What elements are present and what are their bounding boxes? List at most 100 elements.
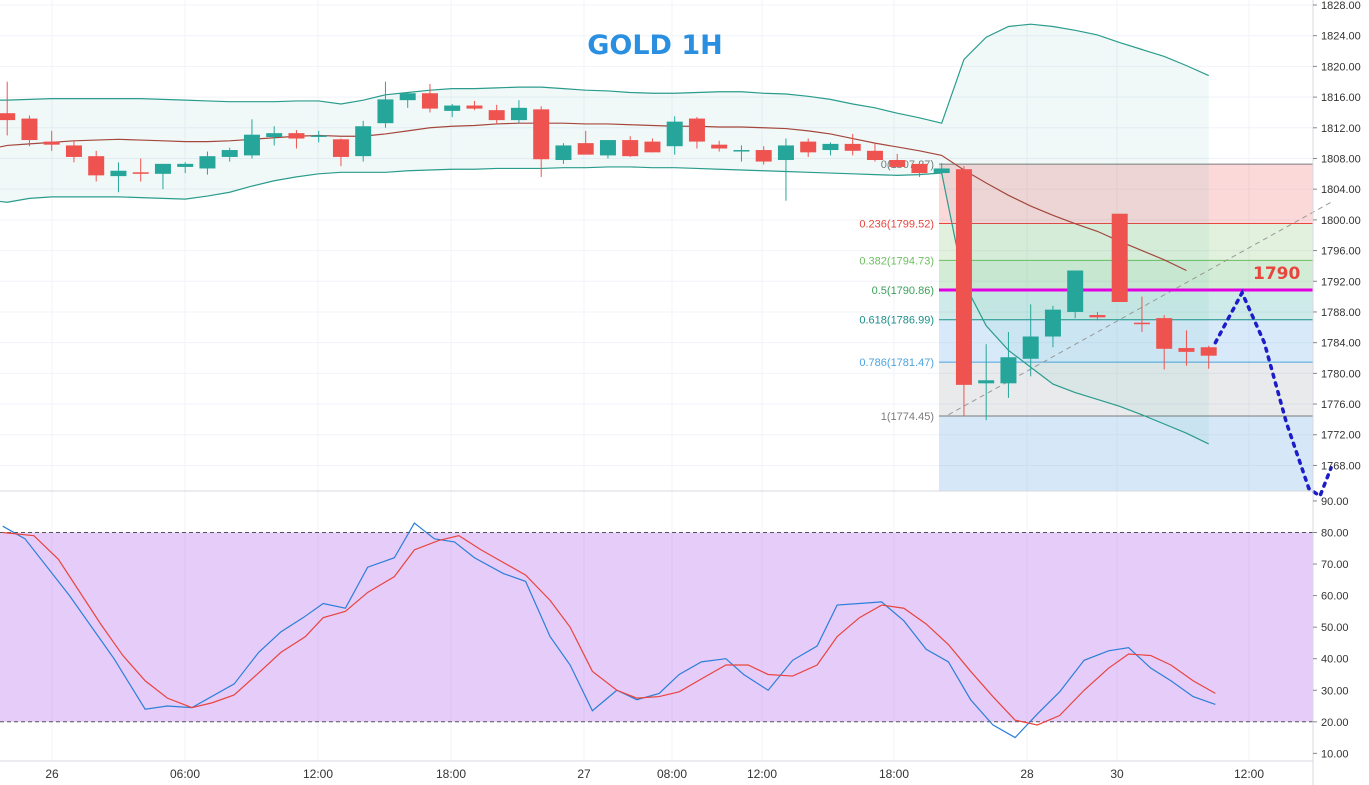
- candle-body: [622, 140, 639, 157]
- fib-level-label: 0.5(1790.86): [872, 285, 934, 297]
- candle-body: [243, 134, 260, 156]
- oscillator-tick-label: 20.00: [1321, 717, 1349, 729]
- candle-body: [555, 145, 572, 161]
- time-tick-label: 06:00: [170, 767, 200, 781]
- bollinger-fill: [0, 24, 1209, 444]
- candle-body: [688, 118, 705, 142]
- projection-path: [1213, 288, 1333, 499]
- candle-body: [177, 163, 194, 167]
- candle-body: [310, 135, 327, 137]
- candle-body: [444, 105, 461, 111]
- time-tick-label: 26: [45, 767, 59, 781]
- candle-body: [889, 160, 906, 167]
- candle-body: [1089, 315, 1106, 318]
- candle-body: [221, 150, 238, 157]
- oscillator-tick-label: 60.00: [1321, 591, 1349, 603]
- candle-body: [466, 105, 483, 109]
- candle-body: [266, 133, 283, 137]
- candle-body: [0, 113, 16, 121]
- candle-body: [199, 156, 216, 169]
- candle-body: [154, 163, 171, 174]
- time-tick-label: 12:00: [303, 767, 333, 781]
- price-tick-label: 1784.00: [1321, 338, 1361, 350]
- time-tick-label: 12:00: [1234, 767, 1264, 781]
- fib-level-label: 1(1774.45): [881, 411, 934, 423]
- price-tick-label: 1828.00: [1321, 0, 1361, 12]
- price-tick-label: 1812.00: [1321, 123, 1361, 135]
- oscillator-line: [2, 522, 1216, 739]
- oscillator-tick-label: 10.00: [1321, 748, 1349, 760]
- oscillator-tick-label: 50.00: [1321, 622, 1349, 634]
- candle-body: [955, 169, 972, 385]
- bollinger-lower: [0, 166, 1209, 445]
- time-tick-label: 18:00: [436, 767, 466, 781]
- candle-body: [377, 99, 394, 124]
- price-tick-label: 1824.00: [1321, 31, 1361, 43]
- oscillator-tick-label: 80.00: [1321, 528, 1349, 540]
- candle-body: [43, 141, 60, 145]
- oscillator-tick-label: 70.00: [1321, 559, 1349, 571]
- candle-body: [332, 139, 349, 157]
- chart-title: GOLD 1H: [587, 30, 723, 61]
- candle-body: [510, 107, 527, 121]
- candle-body: [822, 143, 839, 151]
- bollinger-upper: [0, 23, 1209, 124]
- candle-body: [488, 110, 505, 121]
- candle-body: [1111, 213, 1128, 302]
- candle-body: [1200, 347, 1217, 356]
- candle-body: [1133, 322, 1150, 325]
- candle-body: [755, 150, 772, 162]
- candle-body: [110, 170, 127, 177]
- price-tick-label: 1804.00: [1321, 184, 1361, 196]
- time-tick-label: 30: [1110, 767, 1124, 781]
- candle-body: [132, 172, 149, 174]
- time-tick-label: 18:00: [879, 767, 909, 781]
- price-tick-label: 1780.00: [1321, 368, 1361, 380]
- time-tick-label: 12:00: [747, 767, 777, 781]
- price-tick-label: 1820.00: [1321, 61, 1361, 73]
- candle-body: [866, 150, 883, 161]
- time-tick-label: 27: [577, 767, 591, 781]
- candle-body: [65, 145, 82, 157]
- fib-level-label: 0.786(1781.47): [859, 357, 934, 369]
- candle-body: [711, 144, 728, 149]
- candle-body: [733, 150, 750, 152]
- price-tick-label: 1792.00: [1321, 276, 1361, 288]
- fib-level-label: 0.618(1786.99): [859, 315, 934, 327]
- price-tick-label: 1788.00: [1321, 307, 1361, 319]
- candle-body: [800, 141, 817, 153]
- level-annotation: 1790: [1253, 264, 1301, 284]
- fib-level-label: 0.236(1799.52): [859, 219, 934, 231]
- candle-body: [288, 133, 305, 139]
- fib-zone: [939, 164, 1313, 224]
- candle-body: [666, 121, 683, 147]
- oscillator-tick-label: 40.00: [1321, 654, 1349, 666]
- candle-body: [911, 163, 928, 174]
- candle-body: [355, 126, 372, 157]
- candle-body: [533, 109, 550, 160]
- candle-body: [844, 143, 861, 151]
- fib-level-label: 0.382(1794.73): [859, 255, 934, 267]
- candle-body: [1044, 309, 1061, 337]
- oscillator-tick-label: 30.00: [1321, 685, 1349, 697]
- candle-body: [1178, 348, 1195, 352]
- candle-body: [21, 118, 38, 141]
- price-tick-label: 1816.00: [1321, 92, 1361, 104]
- price-tick-label: 1768.00: [1321, 460, 1361, 472]
- time-tick-label: 28: [1020, 767, 1034, 781]
- bollinger-middle: [0, 122, 1187, 272]
- candle-body: [644, 141, 661, 153]
- candle-body: [1067, 270, 1084, 312]
- price-tick-label: 1796.00: [1321, 246, 1361, 258]
- oscillator-line: [2, 531, 1216, 726]
- price-tick-label: 1800.00: [1321, 215, 1361, 227]
- candle-body: [777, 145, 794, 161]
- candle-body: [88, 156, 105, 176]
- fib-zone: [939, 319, 1313, 363]
- candle-body: [978, 380, 995, 384]
- oscillator-band: [0, 532, 1313, 722]
- candle-body: [1156, 318, 1173, 349]
- candle-body: [421, 93, 438, 109]
- oscillator-tick-label: 90.00: [1321, 496, 1349, 508]
